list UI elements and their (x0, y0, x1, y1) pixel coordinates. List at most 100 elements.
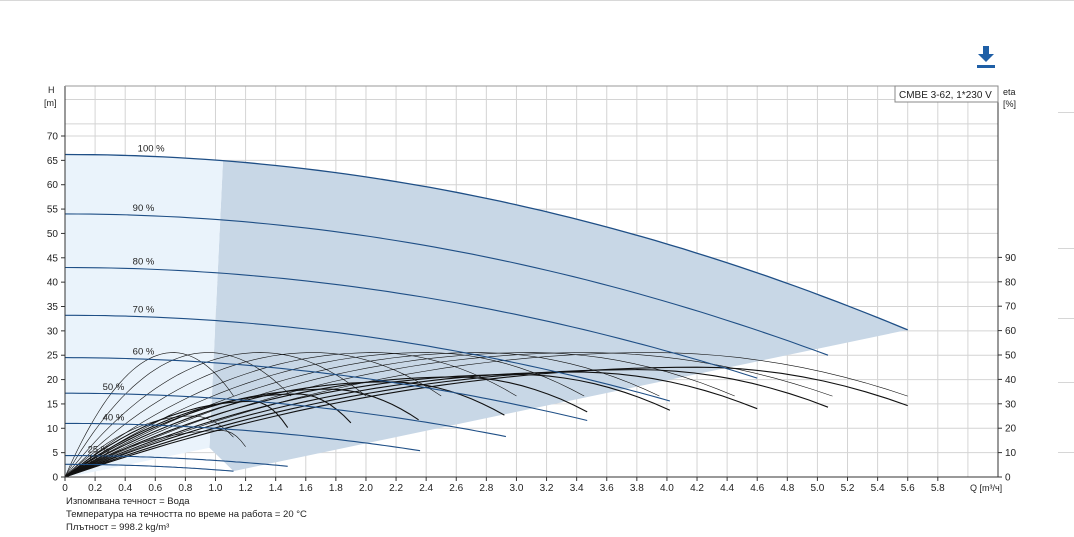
speed-curves: 100 % 90 % 80 % 70 % 60 % 50 % 40 % 25 %15 % (64, 144, 908, 472)
x-tick-label: 5.0 (810, 483, 824, 494)
y-tick-label: 25 (47, 351, 59, 362)
efficiency-curve (64, 369, 829, 478)
y-tick-label: 60 (47, 180, 59, 191)
efficiency-curve (64, 393, 352, 478)
efficiency-curve (64, 376, 588, 478)
download-icon[interactable] (974, 44, 998, 70)
y-tick-label: 20 (47, 375, 59, 386)
speed-curve-label: 90 % (133, 203, 155, 214)
x-tick-label: 5.4 (871, 483, 885, 494)
y-tick-label: 0 (52, 473, 58, 484)
side-mark (1058, 248, 1074, 249)
x-tick-label: 2.2 (389, 483, 403, 494)
eta-axis-unit: [%] (1003, 99, 1016, 109)
x-tick-label: 1.4 (269, 483, 283, 494)
x-tick-label: 0.2 (88, 483, 102, 494)
y-tick-label: 40 (47, 278, 59, 289)
efficiency-curve (64, 352, 833, 478)
speed-curve-label: 60 % (133, 347, 155, 358)
x-tick-label: 1.0 (209, 483, 223, 494)
download-baseline (977, 65, 995, 68)
speed-curve-label: 100 % (138, 144, 165, 155)
y-tick-label: 55 (47, 205, 59, 216)
x-tick-label: 3.8 (630, 483, 644, 494)
efficiency-curve (64, 352, 735, 478)
x-tick-label: 2.0 (359, 483, 373, 494)
chart-title-box (894, 85, 999, 103)
y-tick-label: 5 (52, 448, 58, 459)
efficiency-curve (64, 388, 419, 478)
efficiency-curves (64, 352, 908, 478)
x-tick-label: 1.8 (329, 483, 343, 494)
speed-curve (64, 266, 758, 379)
efficiency-curve (64, 415, 234, 478)
speed-curve-label: 25 % (88, 445, 110, 456)
side-marks (1058, 0, 1074, 537)
speed-curve (65, 463, 234, 472)
speed-curve (65, 422, 421, 452)
x-tick-label: 4.2 (690, 483, 704, 494)
x-tick-label: 2.6 (449, 483, 463, 494)
side-mark (1058, 318, 1074, 319)
y-tick-label: 30 (47, 326, 59, 337)
speed-curve-label: 40 % (103, 412, 125, 423)
x-tick-label: 0.4 (118, 483, 132, 494)
x-tick-label: 4.8 (780, 483, 794, 494)
y-tick-label: 45 (47, 253, 59, 264)
efficiency-curve (64, 366, 908, 478)
speed-curve-label: 15 % (88, 453, 110, 464)
y-tick-label: 70 (47, 132, 59, 143)
speed-curve (65, 455, 288, 467)
x-tick-label: 0 (62, 483, 68, 494)
speed-curve-label: 50 % (103, 382, 125, 393)
x-tick-label: 1.2 (239, 483, 253, 494)
eta-tick-label: 50 (1005, 351, 1017, 362)
eta-tick-label: 80 (1005, 277, 1017, 288)
eta-tick-label: 30 (1005, 399, 1017, 410)
x-tick-label: 2.8 (479, 483, 493, 494)
efficiency-curve (64, 352, 517, 478)
eta-tick-label: 90 (1005, 253, 1017, 264)
x-axis-label: Q [m³/ч] (970, 483, 1002, 493)
chart-title: CMBE 3-62, 1*230 V (899, 90, 992, 101)
x-tick-label: 0.8 (178, 483, 192, 494)
speed-curve (64, 213, 829, 356)
x-tick-label: 3.0 (509, 483, 523, 494)
y-tick-label: 10 (47, 424, 59, 435)
y-tick-label: 15 (47, 399, 59, 410)
speed-curve-label: 80 % (133, 257, 155, 268)
speed-curve (64, 153, 908, 331)
x-tick-label: 3.4 (570, 483, 584, 494)
top-border (0, 0, 1074, 1)
x-tick-label: 5.8 (931, 483, 945, 494)
y-tick-label: 35 (47, 302, 59, 313)
speed-curve (65, 314, 671, 402)
y-tick-label: 50 (47, 229, 59, 240)
tick-labels: 0 0.2 0.4 0.6 0.8 1.0 1.2 1.4 1.6 1.8 2.0 2.2 2.4 2.6… (47, 132, 1017, 495)
speed-curve-label: 70 % (133, 304, 155, 315)
eta-tick-label: 20 (1005, 424, 1017, 435)
note-temperature: Температура на течността по време на раб… (66, 509, 307, 520)
efficiency-curve (64, 371, 758, 478)
x-tick-label: 1.6 (299, 483, 313, 494)
x-tick-label: 4.6 (750, 483, 764, 494)
note-liquid: Изпомпвана течност = Вода (66, 496, 190, 507)
axes (64, 85, 999, 478)
side-mark (1058, 112, 1074, 113)
x-tick-label: 4.4 (720, 483, 734, 494)
download-arrow (978, 46, 994, 62)
efficiency-curve (64, 373, 671, 478)
eta-tick-label: 10 (1005, 448, 1017, 459)
x-tick-label: 4.0 (660, 483, 674, 494)
side-mark (1058, 382, 1074, 383)
efficiency-curve (64, 352, 908, 478)
note-density: Плътност = 998.2 kg/m³ (66, 522, 170, 533)
eta-axis-label: eta (1003, 87, 1016, 97)
x-tick-label: 5.6 (901, 483, 915, 494)
y-tick-label: 65 (47, 156, 59, 167)
x-tick-label: 0.6 (148, 483, 162, 494)
side-mark (1058, 452, 1074, 453)
efficiency-curve (64, 352, 660, 478)
x-tick-label: 3.6 (600, 483, 614, 494)
